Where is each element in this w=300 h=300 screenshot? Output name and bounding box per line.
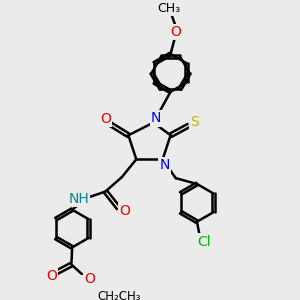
Text: O: O [119,204,130,218]
Text: O: O [100,112,111,126]
Text: S: S [190,115,199,129]
Text: N: N [151,112,161,125]
Text: CH₂CH₃: CH₂CH₃ [98,290,141,300]
Text: CH₃: CH₃ [157,2,180,15]
Text: O: O [170,25,181,39]
Text: N: N [160,158,170,172]
Text: NH: NH [68,192,89,206]
Text: O: O [84,272,95,286]
Text: Cl: Cl [198,235,211,249]
Text: O: O [46,268,57,283]
